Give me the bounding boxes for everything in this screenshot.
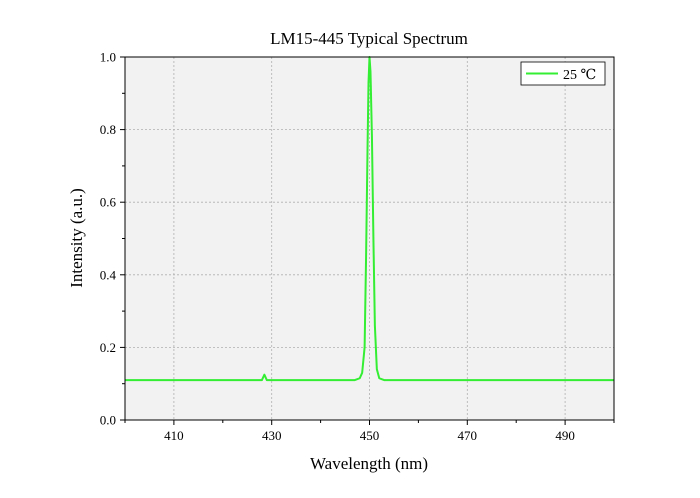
y-tick-label: 0.6 [100, 195, 117, 210]
series-layer [125, 56, 614, 382]
y-tick-label: 0.8 [100, 122, 116, 137]
legend-box [520, 61, 606, 86]
x-tick-label: 450 [360, 428, 380, 443]
chart-title: LM15-445 Typical Spectrum [270, 29, 468, 48]
y-axis-label: Intensity (a.u.) [67, 188, 86, 288]
y-tick-label: 0.4 [100, 267, 117, 282]
axes-layer: 410 430 450 470 490 0.0 0.2 0.4 0.6 0.8 1.0 [100, 50, 615, 443]
legend-label: 25 ℃ [563, 68, 596, 83]
legend: 25 ℃ [520, 61, 606, 86]
y-tick-label: 0.2 [100, 340, 116, 355]
x-tick-label: 410 [164, 428, 184, 443]
x-axis-label: Wavelength (nm) [310, 454, 428, 473]
x-tick-label: 470 [458, 428, 478, 443]
series-line [125, 56, 614, 382]
x-tick-label: 490 [555, 428, 575, 443]
x-tick-label: 430 [262, 428, 282, 443]
y-tick-label: 1.0 [100, 50, 116, 65]
grid-lines [125, 57, 614, 420]
y-tick-label: 0.0 [100, 413, 116, 428]
